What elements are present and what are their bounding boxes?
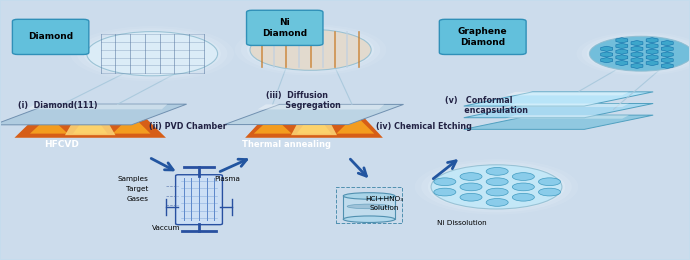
Ellipse shape (347, 204, 391, 209)
Ellipse shape (428, 164, 565, 210)
Polygon shape (291, 124, 337, 135)
Polygon shape (245, 117, 383, 138)
Polygon shape (464, 92, 653, 106)
Text: HCl+HNO₃: HCl+HNO₃ (365, 196, 404, 202)
Polygon shape (254, 116, 292, 134)
Polygon shape (297, 111, 331, 134)
Polygon shape (505, 92, 629, 95)
Ellipse shape (582, 34, 690, 74)
Ellipse shape (344, 193, 395, 199)
Text: Ni Dissolution: Ni Dissolution (437, 220, 487, 226)
Polygon shape (224, 105, 404, 125)
Ellipse shape (247, 28, 374, 71)
FancyBboxPatch shape (246, 10, 323, 45)
Ellipse shape (513, 183, 534, 191)
Polygon shape (65, 124, 115, 135)
Polygon shape (73, 111, 108, 134)
Polygon shape (112, 115, 150, 134)
Ellipse shape (235, 24, 386, 75)
Text: Thermal annealing: Thermal annealing (242, 140, 331, 149)
Ellipse shape (460, 183, 482, 191)
Ellipse shape (486, 178, 509, 186)
Ellipse shape (538, 178, 560, 186)
Ellipse shape (460, 193, 482, 201)
Polygon shape (0, 104, 186, 125)
Text: (ii) PVD Chamber: (ii) PVD Chamber (149, 122, 226, 131)
Ellipse shape (70, 26, 234, 81)
Ellipse shape (589, 36, 690, 71)
Ellipse shape (513, 173, 534, 180)
Polygon shape (14, 117, 166, 138)
Text: Samples: Samples (118, 176, 149, 182)
Polygon shape (27, 104, 168, 109)
Ellipse shape (415, 159, 578, 214)
Ellipse shape (486, 199, 509, 206)
Ellipse shape (83, 30, 221, 77)
Polygon shape (464, 115, 653, 129)
Ellipse shape (250, 29, 371, 70)
Text: (iv) Chemical Etching: (iv) Chemical Etching (376, 122, 472, 131)
Ellipse shape (434, 178, 456, 186)
FancyBboxPatch shape (344, 196, 395, 219)
Ellipse shape (513, 193, 534, 201)
Text: Diamond: Diamond (28, 32, 73, 41)
Polygon shape (30, 116, 68, 134)
Polygon shape (464, 103, 653, 118)
Polygon shape (505, 103, 629, 107)
Text: (iii)  Diffusion
       Segregation: (iii) Diffusion Segregation (266, 90, 341, 110)
Ellipse shape (577, 32, 690, 76)
Text: Plasma: Plasma (214, 176, 240, 182)
Text: (i)  Diamond(111): (i) Diamond(111) (18, 101, 97, 110)
Text: Target: Target (126, 186, 149, 192)
FancyBboxPatch shape (440, 19, 526, 55)
Ellipse shape (486, 188, 509, 196)
Text: Ni
Diamond: Ni Diamond (262, 18, 307, 37)
Ellipse shape (434, 188, 456, 196)
Ellipse shape (587, 35, 690, 72)
Ellipse shape (431, 165, 562, 209)
Ellipse shape (460, 173, 482, 180)
Text: Solution: Solution (370, 205, 399, 211)
Ellipse shape (344, 216, 395, 223)
Ellipse shape (486, 167, 509, 175)
Text: HFCVD: HFCVD (44, 140, 79, 149)
Text: (v)   Conformal
       encapsulation: (v) Conformal encapsulation (445, 96, 528, 115)
Polygon shape (505, 115, 629, 119)
FancyBboxPatch shape (12, 19, 89, 55)
Ellipse shape (241, 26, 380, 73)
FancyBboxPatch shape (175, 175, 222, 225)
Text: Vaccum: Vaccum (152, 225, 180, 231)
Polygon shape (257, 105, 384, 109)
Text: Gases: Gases (127, 196, 149, 202)
Ellipse shape (538, 188, 560, 196)
Text: Graphene
Diamond: Graphene Diamond (458, 27, 508, 47)
Ellipse shape (77, 28, 228, 79)
Ellipse shape (422, 161, 572, 212)
Polygon shape (337, 115, 374, 134)
Ellipse shape (87, 32, 217, 76)
